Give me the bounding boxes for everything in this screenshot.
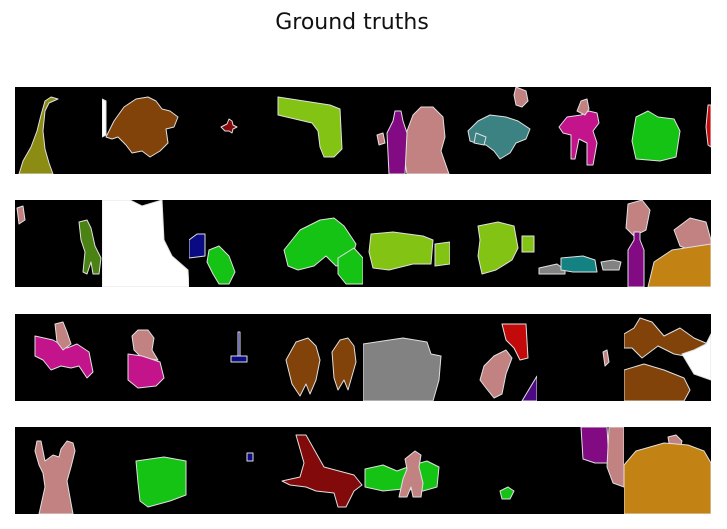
mask-region bbox=[331, 337, 357, 391]
mask-region bbox=[78, 219, 102, 275]
mask-region bbox=[627, 231, 645, 287]
mask-tile bbox=[450, 427, 537, 514]
mask-tile bbox=[450, 200, 537, 287]
mask-region bbox=[602, 349, 610, 367]
mask-region bbox=[34, 335, 94, 379]
mask-tile bbox=[363, 314, 450, 401]
mask-tile bbox=[102, 427, 189, 514]
mask-tile bbox=[102, 200, 189, 287]
mask-region bbox=[600, 259, 622, 271]
mask-region bbox=[681, 333, 711, 381]
mask-tile bbox=[189, 200, 276, 287]
mask-tile bbox=[189, 314, 276, 401]
mask-region bbox=[34, 440, 76, 514]
mask-region bbox=[246, 452, 254, 462]
mask-region bbox=[558, 110, 600, 166]
mask-tile bbox=[363, 200, 450, 287]
mask-tile bbox=[450, 314, 537, 401]
mask-tile bbox=[624, 427, 711, 514]
mask-tile bbox=[363, 87, 450, 174]
mask-region bbox=[230, 355, 248, 363]
mask-tile bbox=[624, 87, 711, 174]
mask-tile bbox=[15, 427, 102, 514]
mask-region bbox=[580, 427, 610, 464]
mask-tile bbox=[624, 200, 711, 287]
mask-region bbox=[105, 96, 179, 158]
mask-region bbox=[281, 434, 363, 508]
mask-region bbox=[189, 233, 206, 259]
mask-tile bbox=[276, 427, 363, 514]
mask-tile bbox=[15, 200, 102, 287]
mask-region bbox=[368, 231, 434, 271]
mask-tile bbox=[624, 314, 711, 401]
mask-region bbox=[220, 118, 238, 134]
mask-tile bbox=[276, 87, 363, 174]
mask-region bbox=[521, 235, 535, 253]
mask-region bbox=[434, 241, 450, 267]
mask-region bbox=[376, 132, 386, 146]
mask-region bbox=[576, 98, 590, 116]
mask-tile bbox=[363, 427, 450, 514]
mask-region bbox=[386, 110, 408, 174]
mask-region bbox=[54, 321, 72, 351]
mask-region bbox=[624, 363, 691, 401]
mask-tile bbox=[537, 200, 624, 287]
mask-region bbox=[131, 329, 159, 361]
mask-region bbox=[606, 427, 624, 488]
mask-tile bbox=[450, 87, 537, 174]
grid-row-1 bbox=[15, 87, 713, 174]
mask-region bbox=[521, 375, 537, 401]
mask-region bbox=[501, 323, 529, 361]
mask-tile bbox=[537, 427, 624, 514]
mask-tile bbox=[15, 314, 102, 401]
mask-region bbox=[102, 200, 189, 287]
mask-region bbox=[631, 110, 681, 162]
mask-region bbox=[477, 221, 519, 275]
figure-title: Ground truths bbox=[275, 10, 429, 35]
mask-tile bbox=[537, 87, 624, 174]
grid-row-2 bbox=[15, 200, 713, 287]
mask-region bbox=[135, 456, 187, 508]
mask-region bbox=[337, 247, 363, 285]
grid-row-4 bbox=[15, 427, 713, 514]
mask-tile bbox=[102, 314, 189, 401]
mask-tile bbox=[276, 314, 363, 401]
mask-region bbox=[647, 243, 711, 287]
mask-region bbox=[285, 337, 321, 397]
mask-region bbox=[102, 98, 107, 138]
mask-region bbox=[277, 96, 343, 158]
mask-region bbox=[18, 96, 59, 174]
mask-region bbox=[16, 205, 26, 225]
mask-region bbox=[398, 450, 424, 498]
mask-region bbox=[538, 263, 566, 275]
grid-row-3 bbox=[15, 314, 713, 401]
mask-tile bbox=[15, 87, 102, 174]
mask-tile bbox=[276, 200, 363, 287]
mask-region bbox=[499, 486, 515, 500]
mask-region bbox=[513, 87, 529, 108]
mask-region bbox=[363, 337, 442, 401]
mask-region bbox=[560, 255, 598, 273]
mask-region bbox=[473, 132, 487, 146]
mask-tile bbox=[102, 87, 189, 174]
mask-region bbox=[127, 353, 165, 389]
mask-region bbox=[624, 442, 711, 514]
mask-region bbox=[237, 331, 241, 357]
mask-region bbox=[625, 200, 651, 237]
mask-region bbox=[705, 104, 711, 148]
mask-tile bbox=[189, 427, 276, 514]
mask-region bbox=[402, 106, 450, 174]
mask-region bbox=[206, 245, 236, 285]
mask-region bbox=[479, 349, 513, 399]
mask-tile bbox=[537, 314, 624, 401]
mask-tile bbox=[189, 87, 276, 174]
